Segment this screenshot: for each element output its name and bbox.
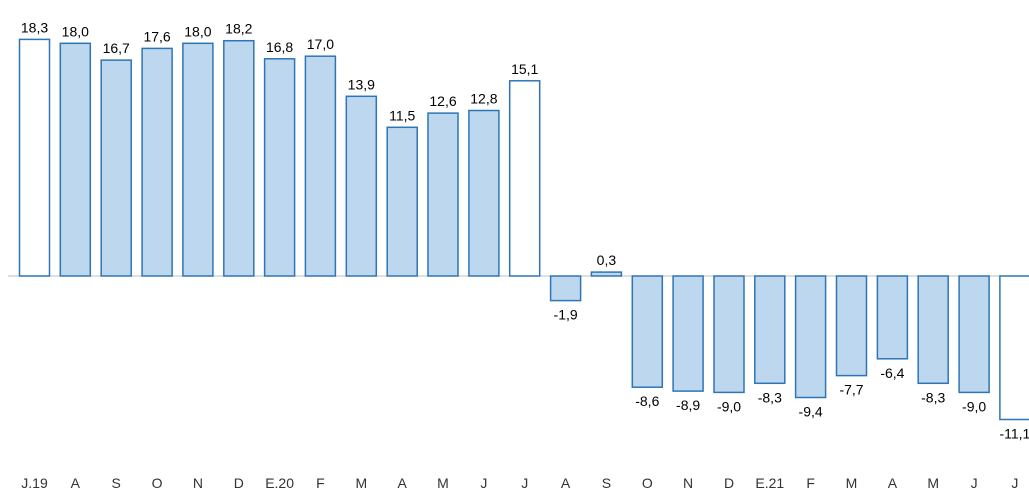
x-tick-label-9: A	[398, 475, 408, 491]
bar-5	[223, 39, 255, 277]
bar-6	[263, 58, 296, 277]
bar-15	[631, 275, 664, 388]
x-tick-label-17: D	[724, 475, 734, 491]
bar-2	[100, 59, 132, 277]
x-tick-label-4: N	[193, 475, 203, 491]
data-label-8: 13,9	[348, 76, 375, 92]
x-tick-label-13: A	[561, 475, 571, 491]
bar-4	[182, 42, 214, 277]
data-label-13: -1,9	[554, 307, 578, 323]
bar-1	[59, 42, 92, 277]
bar-8	[345, 95, 378, 277]
data-label-19: -9,4	[799, 404, 823, 420]
data-label-9: 11,5	[389, 107, 415, 123]
x-tick-label-16: N	[683, 475, 693, 491]
data-label-18: -8,3	[758, 389, 782, 405]
data-label-0: 18,3	[21, 19, 48, 35]
bar-22	[917, 275, 949, 385]
x-tick-label-10: M	[437, 475, 449, 491]
data-label-14: 0,3	[597, 252, 617, 268]
data-label-17: -9,0	[717, 398, 741, 414]
data-label-4: 18,0	[184, 23, 211, 39]
x-tick-label-1: A	[71, 475, 81, 491]
x-tick-label-5: D	[234, 475, 244, 491]
bar-18	[754, 275, 786, 385]
bar-21	[876, 275, 909, 360]
data-label-12: 15,1	[511, 61, 538, 77]
data-label-20: -7,7	[839, 382, 863, 398]
bar-12	[508, 80, 541, 277]
x-tick-label-15: O	[642, 475, 653, 491]
x-tick-label-11: J	[480, 475, 487, 491]
data-label-1: 18,0	[62, 23, 89, 39]
bar-7	[304, 55, 337, 277]
bar-11	[468, 109, 500, 277]
data-label-16: -8,9	[676, 397, 700, 413]
data-label-7: 17,0	[307, 36, 334, 52]
data-label-15: -8,6	[635, 393, 659, 409]
data-label-22: -8,3	[921, 389, 945, 405]
x-tick-label-12: J	[521, 475, 528, 491]
x-tick-label-7: F	[316, 475, 325, 491]
data-label-23: -9,0	[962, 398, 986, 414]
data-label-2: 16,7	[103, 40, 130, 56]
bar-3	[141, 47, 173, 277]
x-tick-label-22: M	[927, 475, 939, 491]
bar-16	[672, 275, 704, 392]
data-label-11: 12,8	[470, 91, 497, 107]
x-tick-label-21: A	[888, 475, 898, 491]
x-tick-label-14: S	[602, 475, 611, 491]
data-label-21: -6,4	[880, 365, 904, 381]
x-tick-label-8: M	[355, 475, 367, 491]
x-tick-label-0: J.19	[21, 475, 48, 491]
x-tick-label-2: S	[112, 475, 121, 491]
bar-14	[590, 271, 623, 277]
data-label-10: 12,6	[429, 93, 456, 109]
bar-24	[999, 275, 1029, 421]
x-tick-label-23: J	[971, 475, 978, 491]
bar-0	[18, 38, 51, 277]
bar-9	[386, 126, 418, 277]
bar-13	[549, 275, 582, 302]
data-label-5: 18,2	[225, 21, 252, 37]
x-tick-label-3: O	[152, 475, 163, 491]
bar-10	[427, 112, 459, 277]
data-label-3: 17,6	[143, 28, 170, 44]
bar-19	[794, 275, 827, 399]
x-tick-label-24: J	[1011, 475, 1018, 491]
x-tick-label-20: M	[846, 475, 858, 491]
data-label-24: -11,1	[999, 426, 1029, 442]
bar-20	[835, 275, 868, 377]
x-tick-label-6: E.20	[265, 475, 294, 491]
x-tick-label-18: E.21	[755, 475, 784, 491]
data-label-6: 16,8	[266, 39, 293, 55]
x-tick-label-19: F	[806, 475, 815, 491]
bar-23	[958, 275, 990, 394]
bar-17	[713, 275, 745, 394]
